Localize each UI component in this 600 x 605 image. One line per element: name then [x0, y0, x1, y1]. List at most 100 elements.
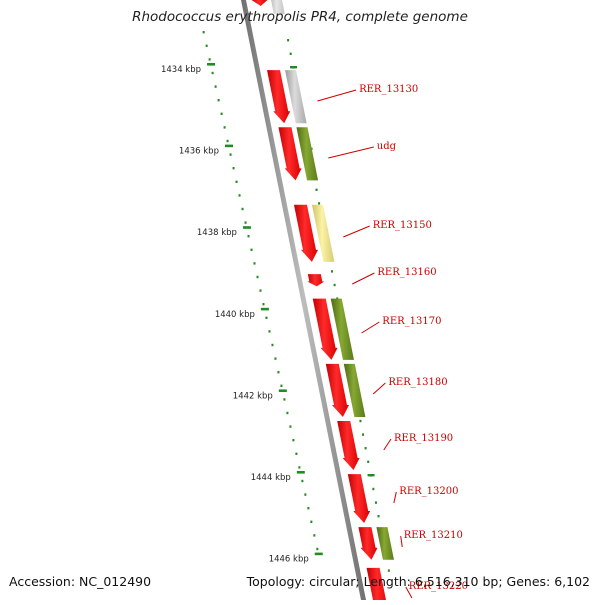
scale-dot	[259, 289, 262, 292]
scale-dot	[208, 58, 211, 61]
cds-arrow-rer-13130[interactable]	[267, 70, 291, 124]
scale-dot	[253, 262, 256, 265]
guide-dot	[359, 419, 362, 423]
cds-arrow-rer-13210[interactable]	[358, 527, 378, 560]
guide-dot	[333, 283, 336, 287]
guide-dot	[287, 39, 290, 42]
scale-dot	[295, 452, 298, 455]
scale-tick-label: 1434 kbp	[161, 65, 201, 75]
scale-dot	[280, 384, 283, 387]
cds-arrow-rer-13150[interactable]	[293, 204, 318, 262]
scale-dot	[262, 303, 265, 306]
scale-dot	[265, 316, 268, 319]
scale-dot	[229, 153, 232, 156]
scale-dot	[271, 343, 274, 347]
scale-dot	[268, 330, 271, 333]
scale-dot	[250, 248, 253, 251]
cds-arrow-rer-13180[interactable]	[325, 363, 349, 417]
cog-block-rer-13170	[330, 298, 354, 360]
scale-dot	[256, 275, 259, 279]
scale-dot	[226, 139, 229, 143]
scale-dot	[283, 398, 286, 401]
label-leader-line	[393, 491, 397, 504]
gene-label[interactable]: RER_13210	[404, 530, 463, 541]
cds-arrow-rer-13220[interactable]	[366, 567, 390, 605]
cds-arrow-udg[interactable]	[278, 127, 302, 181]
scale-dot	[247, 235, 250, 238]
guide-dot	[318, 202, 321, 205]
genome-stats-text: Topology: circular; Length: 6,516,310 bp…	[246, 574, 590, 589]
gene-label[interactable]: RER_13160	[377, 267, 436, 278]
scale-dot	[205, 44, 208, 47]
scale-dot	[304, 493, 307, 496]
guide-dot	[364, 447, 367, 450]
scale-dot	[298, 466, 301, 469]
cds-arrow-rer-13190[interactable]	[337, 421, 360, 470]
guide-dot	[289, 52, 292, 55]
gene-label[interactable]: RER_13170	[382, 316, 441, 327]
cog-block-rer-13210	[376, 527, 394, 560]
scale-dot	[232, 167, 235, 170]
scale-dot	[241, 207, 244, 211]
accession-text: Accession: NC_012490	[9, 574, 152, 589]
scale-dot	[316, 547, 319, 551]
guide-dot	[387, 569, 390, 572]
cog-block	[270, 0, 285, 14]
label-leader-line	[343, 225, 370, 238]
scale-dot	[238, 194, 241, 197]
gene-label[interactable]: RER_13130	[359, 84, 418, 95]
scale-dot	[277, 371, 280, 374]
guide-dot	[315, 188, 318, 191]
scale-tick	[260, 307, 269, 311]
gene-label[interactable]: RER_13150	[373, 220, 432, 231]
label-leader-line	[400, 535, 403, 548]
cds-arrow	[251, 0, 268, 6]
guide-dot	[331, 270, 334, 273]
scale-dot	[310, 520, 313, 523]
scale-dot	[220, 112, 223, 115]
scale-tick-label: 1436 kbp	[179, 147, 219, 157]
gene-label[interactable]: RER_13190	[394, 433, 453, 444]
scale-tick	[278, 389, 287, 392]
gene-label[interactable]: RER_13220	[409, 581, 468, 592]
genome-backbone	[241, 0, 366, 600]
guide-dot	[374, 501, 377, 504]
scale-tick-label: 1444 kbp	[251, 473, 291, 483]
scale-dot	[313, 534, 316, 537]
scale-dot	[286, 411, 289, 415]
cds-arrow-rer-13200[interactable]	[347, 474, 371, 524]
cds-arrow-rer-13170[interactable]	[312, 298, 338, 360]
guide-dot	[336, 297, 339, 300]
label-leader-line	[352, 272, 375, 285]
scale-dot	[211, 71, 214, 75]
scale-dot	[235, 180, 238, 183]
guide-dot	[377, 515, 380, 518]
gene-label[interactable]: RER_13180	[388, 377, 447, 388]
cog-block-rer-13150	[311, 204, 335, 262]
scale-dot	[301, 479, 304, 483]
scale-tick	[314, 552, 323, 556]
scale-dot	[214, 85, 217, 88]
scale-dot	[274, 357, 277, 360]
scale-tick	[207, 63, 216, 66]
gene-label[interactable]: RER_13200	[399, 486, 458, 497]
gene-label[interactable]: udg	[377, 141, 397, 152]
label-leader-line	[372, 382, 386, 395]
scale-tick	[242, 226, 251, 229]
scale-tick	[224, 144, 233, 148]
scale-dot	[292, 439, 295, 442]
scale-tick-label: 1446 kbp	[269, 555, 309, 565]
scale-tick	[296, 471, 305, 474]
cds-arrow-rer-13160[interactable]	[307, 274, 325, 287]
cog-block-rer-13130	[285, 70, 307, 124]
label-leader-line	[383, 438, 392, 451]
scale-tick-label: 1440 kbp	[215, 310, 255, 320]
scale-dot	[307, 507, 310, 510]
label-leader-line	[405, 586, 413, 599]
guide-dot	[362, 433, 365, 436]
label-leader-line	[328, 146, 374, 159]
label-leader-line	[317, 89, 357, 102]
scale-dot	[202, 31, 205, 34]
